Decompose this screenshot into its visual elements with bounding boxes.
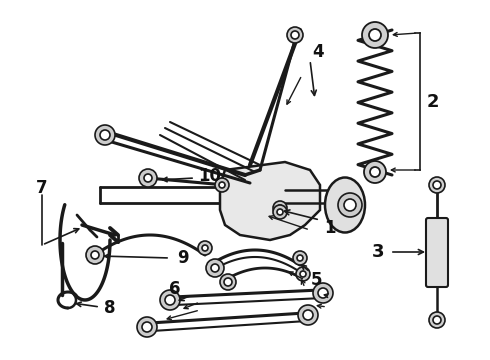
Text: 7: 7 (36, 179, 48, 197)
Circle shape (273, 205, 287, 219)
Circle shape (198, 241, 212, 255)
Circle shape (215, 178, 229, 192)
Circle shape (160, 290, 180, 310)
Circle shape (142, 322, 152, 332)
Circle shape (433, 181, 441, 189)
Circle shape (206, 259, 224, 277)
Circle shape (219, 182, 225, 188)
Circle shape (220, 274, 236, 290)
Circle shape (429, 177, 445, 193)
Circle shape (296, 267, 310, 281)
Text: 5: 5 (311, 271, 323, 289)
Circle shape (433, 316, 441, 324)
Text: 3: 3 (372, 243, 384, 261)
Circle shape (300, 271, 306, 277)
Circle shape (298, 305, 318, 325)
Text: 6: 6 (169, 280, 181, 298)
Polygon shape (220, 162, 320, 240)
Circle shape (137, 317, 157, 337)
Circle shape (369, 29, 381, 41)
Text: 2: 2 (427, 93, 439, 111)
Circle shape (344, 199, 356, 211)
Circle shape (273, 201, 287, 215)
Circle shape (202, 245, 208, 251)
Circle shape (139, 169, 157, 187)
Circle shape (313, 283, 333, 303)
Circle shape (303, 310, 313, 320)
Circle shape (364, 161, 386, 183)
Circle shape (362, 22, 388, 48)
Circle shape (297, 255, 303, 261)
Circle shape (370, 167, 380, 177)
Text: 4: 4 (312, 43, 324, 61)
Text: 9: 9 (177, 249, 189, 267)
Circle shape (100, 130, 110, 140)
Circle shape (165, 295, 175, 305)
Text: 1: 1 (324, 219, 336, 237)
Circle shape (287, 27, 303, 43)
Circle shape (318, 288, 328, 298)
Text: 8: 8 (104, 299, 116, 317)
Circle shape (95, 125, 115, 145)
Circle shape (86, 246, 104, 264)
Ellipse shape (325, 177, 365, 233)
Circle shape (144, 174, 152, 182)
Circle shape (338, 193, 362, 217)
Circle shape (277, 205, 283, 211)
Circle shape (211, 264, 219, 272)
FancyBboxPatch shape (426, 218, 448, 287)
Circle shape (224, 278, 232, 286)
Circle shape (91, 251, 99, 259)
Circle shape (277, 209, 283, 215)
Text: 10: 10 (198, 167, 221, 185)
Circle shape (293, 251, 307, 265)
Circle shape (429, 312, 445, 328)
Circle shape (291, 31, 299, 39)
